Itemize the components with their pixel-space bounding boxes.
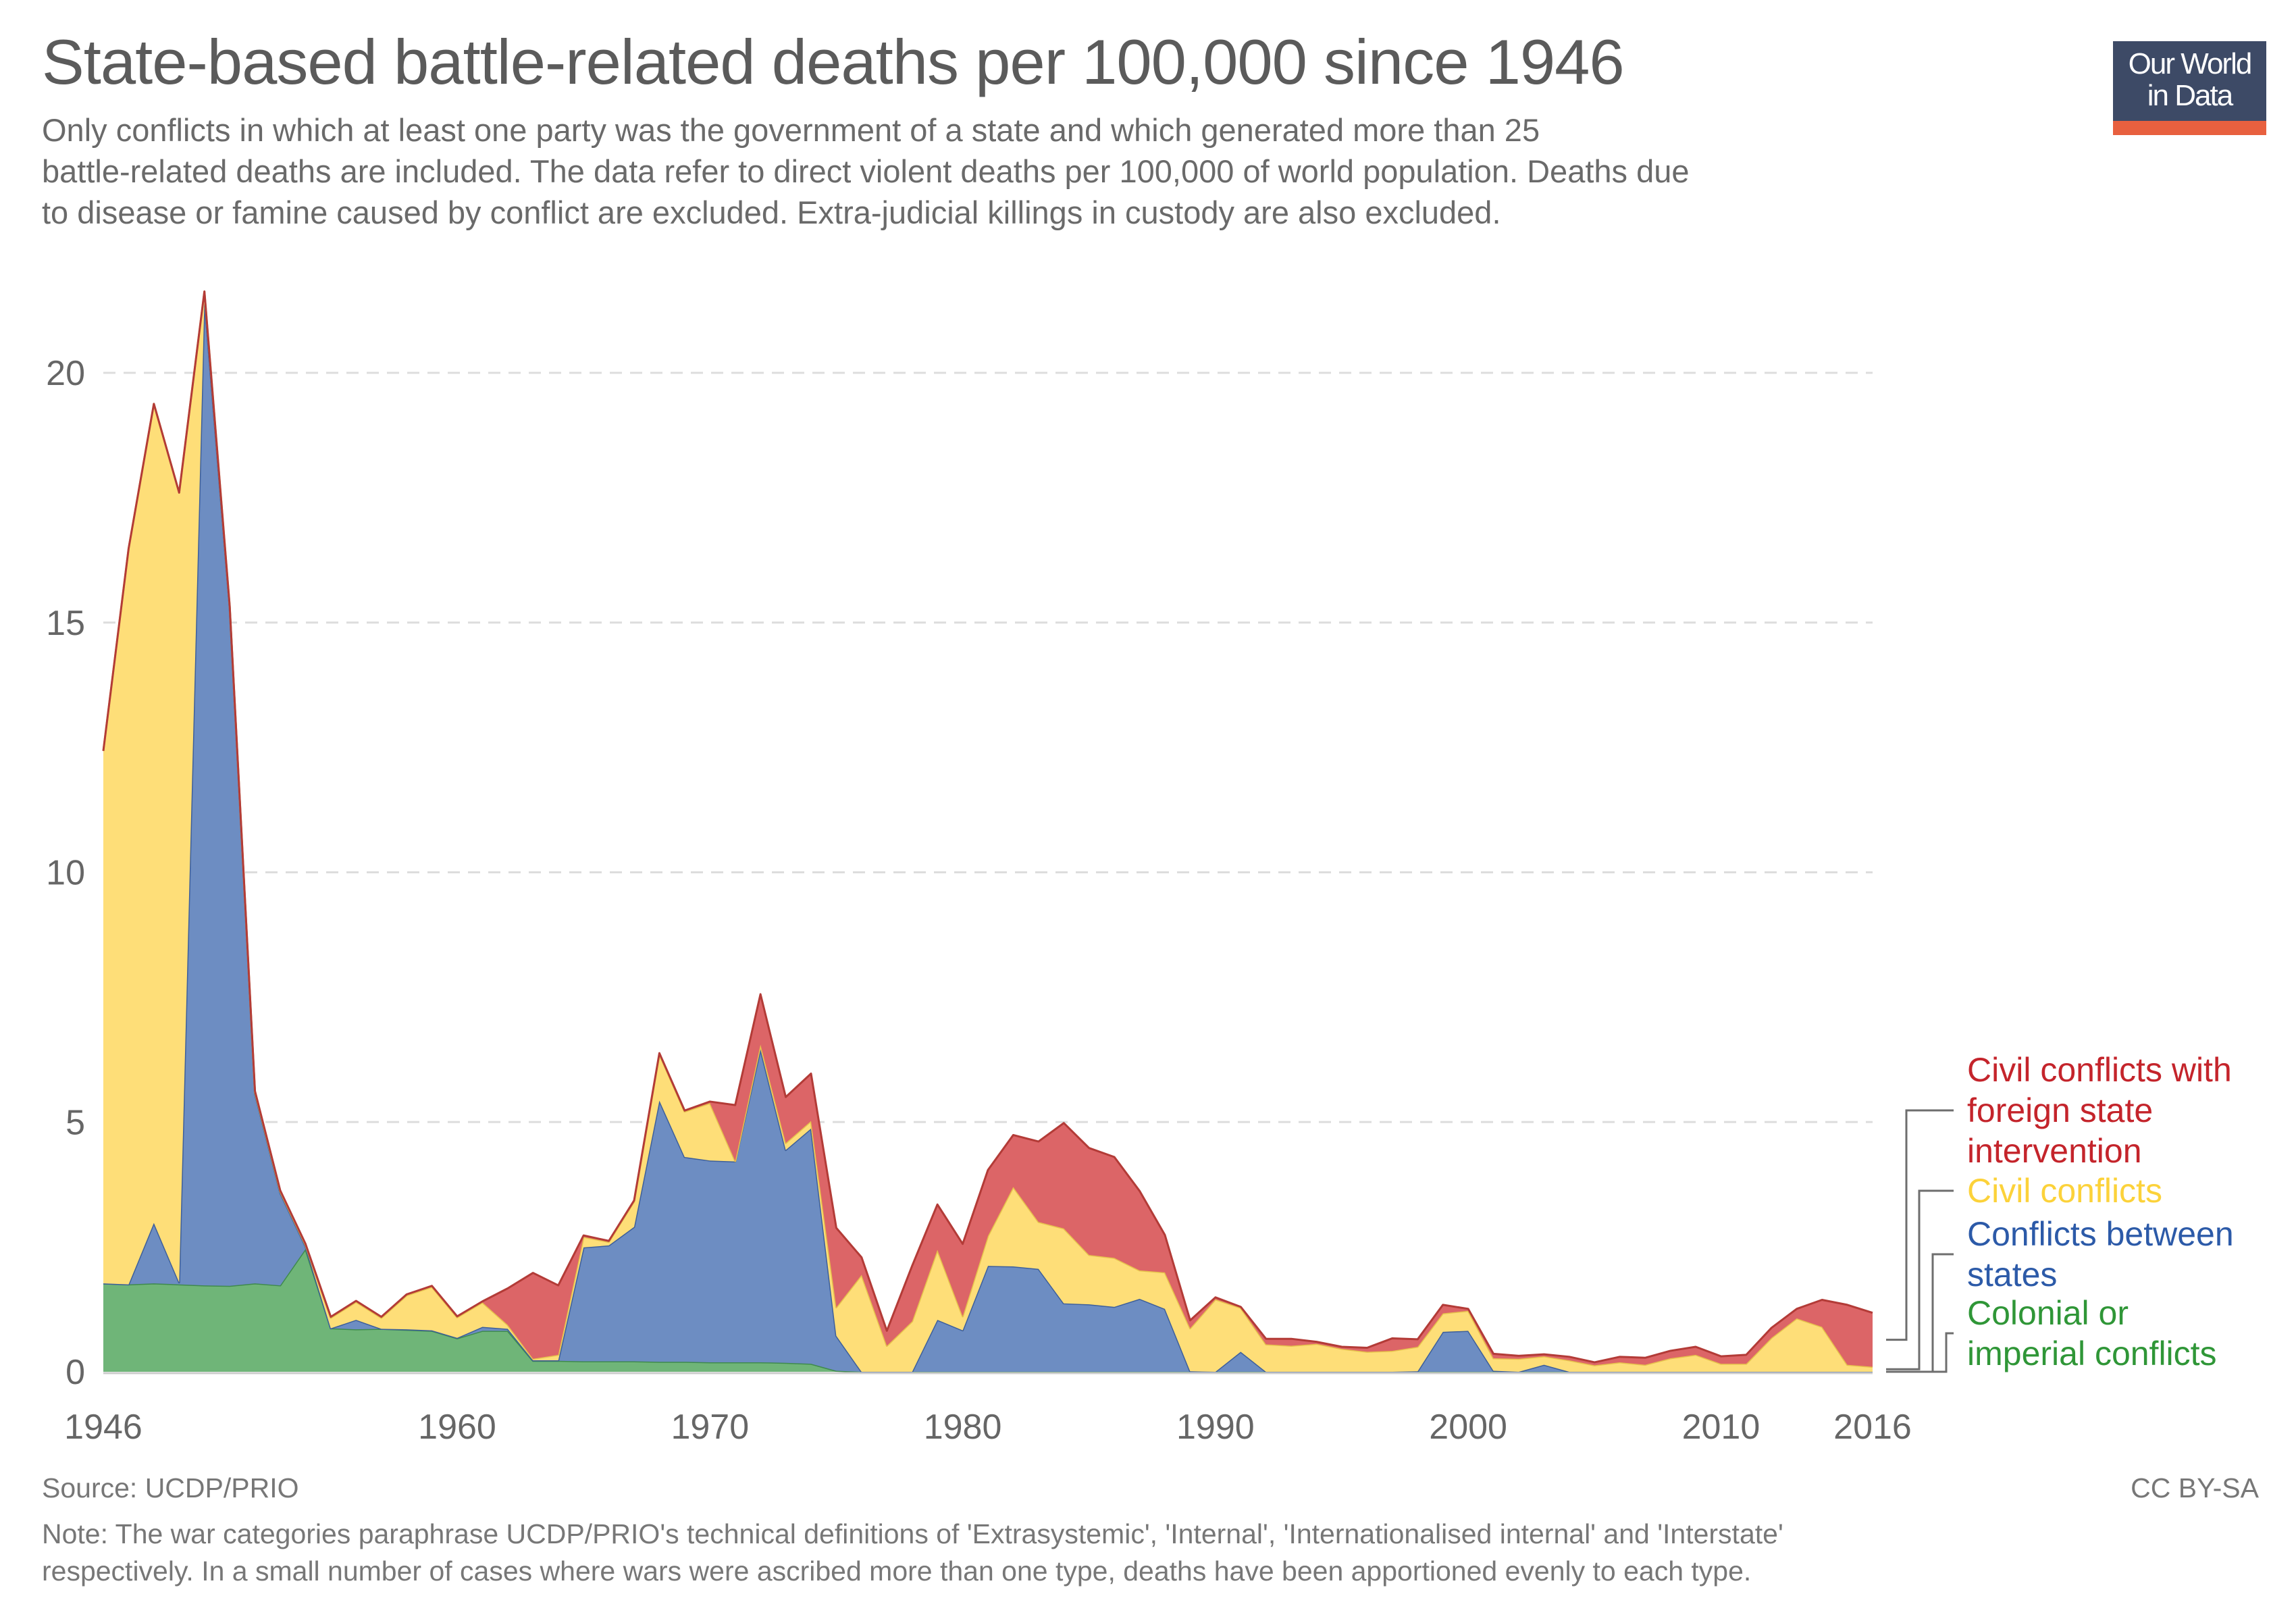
x-tick-label: 2010 [1682, 1408, 1760, 1447]
legend-connector-civil-foreign [1886, 1109, 1954, 1341]
area-between-states[interactable] [103, 298, 1873, 1372]
y-tick-label: 15 [46, 604, 85, 643]
x-tick-label: 1970 [671, 1408, 749, 1447]
y-tick-label: 5 [66, 1103, 85, 1142]
legend-label-between-states[interactable]: Conflicts between [1967, 1215, 2234, 1253]
y-tick-label: 20 [46, 354, 85, 393]
x-tick-label: 2000 [1429, 1408, 1507, 1447]
chart-subtitle: Only conflicts in which at least one par… [42, 109, 2102, 233]
note-line: Note: The war categories paraphrase UCDP… [42, 1518, 1783, 1549]
subtitle-line: to disease or famine caused by conflict … [42, 195, 1501, 230]
gridlines [103, 371, 1873, 1123]
area-civil-foreign[interactable] [103, 291, 1873, 1367]
legend-label-between-states[interactable]: states [1967, 1256, 2057, 1293]
logo-text: Our World in Data [2113, 48, 2266, 111]
owid-logo[interactable]: Our World in Data [2113, 41, 2266, 135]
y-tick-label: 10 [46, 854, 85, 893]
license-link[interactable]: CC BY-SA [2131, 1472, 2259, 1503]
x-tick-label: 1946 [64, 1408, 142, 1447]
note-line: respectively. In a small number of cases… [42, 1555, 1752, 1587]
source-text: Source: UCDP/PRIO [42, 1472, 299, 1503]
legend-label-civil-foreign[interactable]: Civil conflicts with [1967, 1051, 2232, 1089]
logo-line-1: Our World [2128, 47, 2253, 80]
footer-note: Note: The war categories paraphrase UCDP… [42, 1516, 2270, 1590]
legend-label-civil-foreign[interactable]: intervention [1967, 1132, 2142, 1170]
legend-label-colonial[interactable]: Colonial or [1967, 1294, 2129, 1332]
line-civil-foreign [102, 290, 1873, 1364]
chart-title: State-based battle-related deaths per 10… [42, 26, 1625, 97]
x-tick-label: 2016 [1833, 1408, 1912, 1447]
legend-label-civil-foreign[interactable]: foreign state [1967, 1091, 2153, 1129]
legend-connector-between-states [1886, 1253, 1954, 1373]
y-tick-label: 0 [66, 1353, 85, 1392]
legend-connector-civil [1886, 1189, 1954, 1370]
logo-accent-bar [2113, 121, 2266, 135]
area-colonial[interactable] [103, 1249, 1873, 1372]
legend-label-colonial[interactable]: imperial conflicts [1967, 1335, 2217, 1372]
axis-labels: 0 5 10 15 20 1946 1960 1970 1980 1990 2000 2010 2016 [46, 354, 1912, 1447]
area-series [102, 290, 1873, 1373]
legend-label-civil[interactable]: Civil conflicts [1967, 1172, 2162, 1210]
subtitle-line: battle-related deaths are included. The … [42, 153, 1690, 189]
logo-line-2: in Data [2147, 79, 2233, 112]
x-tick-label: 1990 [1176, 1408, 1255, 1447]
x-tick-label: 1980 [924, 1408, 1002, 1447]
x-tick-label: 1960 [418, 1408, 496, 1447]
subtitle-line: Only conflicts in which at least one par… [42, 112, 1540, 148]
